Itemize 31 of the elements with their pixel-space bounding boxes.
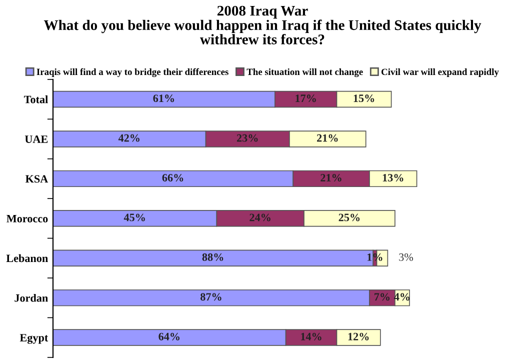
y-tick-label: UAE xyxy=(24,136,48,143)
data-label: 64% xyxy=(158,332,180,340)
data-label: 21% xyxy=(317,134,338,142)
data-label: 66% xyxy=(162,174,184,182)
data-label: 14% xyxy=(301,332,322,340)
legend-label: The situation will not change xyxy=(246,68,363,78)
data-label: 1% xyxy=(368,253,382,261)
data-label: 24% xyxy=(250,214,270,222)
data-label: 87% xyxy=(200,293,222,301)
data-label: 12% xyxy=(348,332,369,340)
chart-title: 2008 Iraq War What do you believe would happen in Iraq if the United States quickly withdrew its forces? xyxy=(44,6,482,44)
data-label: 13% xyxy=(382,174,404,182)
legend-label: Iraqis will find a way to bridge their differences xyxy=(36,68,228,78)
data-label: 42% xyxy=(118,134,140,142)
data-label: 17% xyxy=(296,94,316,102)
data-label: 3% xyxy=(399,253,414,261)
legend-label: Civil war will expand rapidly xyxy=(382,68,499,77)
y-tick-label: Morocco xyxy=(6,214,48,222)
data-label: 25% xyxy=(338,214,360,222)
data-label: 45% xyxy=(124,214,145,222)
y-tick-label: Lebanon xyxy=(6,254,48,262)
y-tick-label: KSA xyxy=(25,175,48,183)
data-label: 61% xyxy=(153,94,174,102)
data-label: 23% xyxy=(236,134,258,142)
data-label: 15% xyxy=(354,94,374,102)
y-tick-label: Egypt xyxy=(20,334,48,344)
data-label: 7% xyxy=(374,293,390,301)
data-label: 21% xyxy=(320,174,342,182)
y-tick-label: Jordan xyxy=(14,294,48,302)
data-label: 88% xyxy=(202,253,224,261)
y-tick-label: Total xyxy=(24,95,48,104)
